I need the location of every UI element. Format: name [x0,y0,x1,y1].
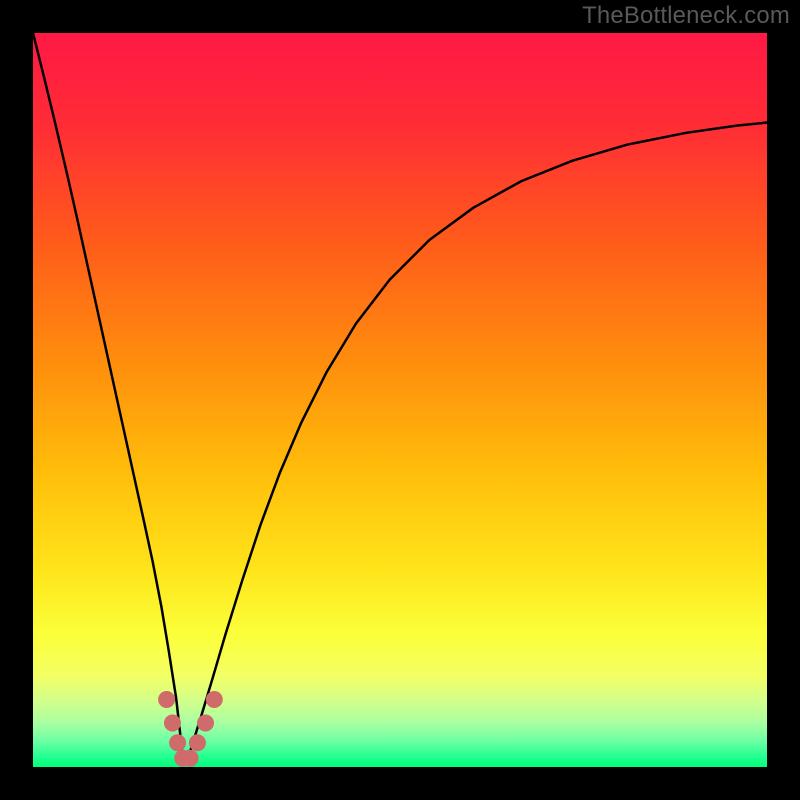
plot-background [33,33,767,767]
data-marker [189,735,205,751]
chart-stage: TheBottleneck.com [0,0,800,800]
data-marker [170,735,186,751]
data-marker [159,691,175,707]
watermark-text: TheBottleneck.com [582,2,790,30]
data-marker [182,750,198,766]
data-marker [206,691,222,707]
data-marker [197,715,213,731]
data-marker [164,715,180,731]
bottleneck-curve-plot [33,33,767,767]
